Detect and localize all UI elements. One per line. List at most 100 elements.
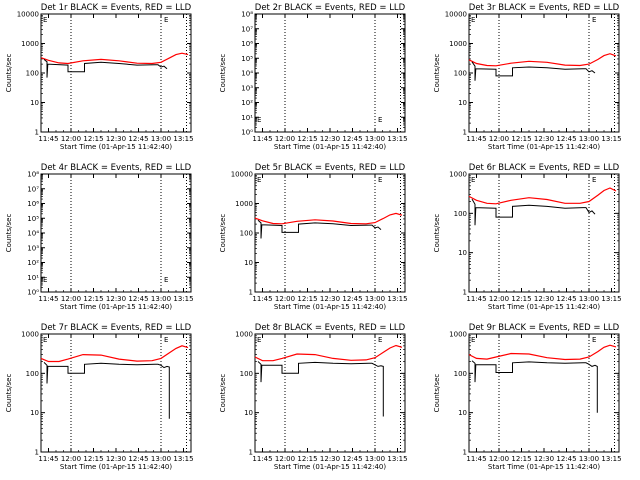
x-tick-label: 12:45 bbox=[128, 135, 148, 143]
events-series-line bbox=[43, 362, 170, 419]
x-tick-label: 12:15 bbox=[83, 295, 103, 303]
x-tick-label: 12:30 bbox=[106, 295, 126, 303]
y-tick-label: 1 bbox=[35, 129, 39, 137]
plot-frame bbox=[468, 333, 620, 453]
chart-panel-4: Det 4r BLACK = Events, RED = LLD 10⁰ 10¹ 10… bbox=[5, 163, 194, 311]
chart-panel-6: Det 6r BLACK = Events, RED = LLD 1 10 100 10… bbox=[433, 163, 622, 311]
x-tick-label: 12:30 bbox=[534, 455, 554, 463]
e-flag-marker: E bbox=[164, 16, 168, 24]
x-tick-label: 12:15 bbox=[83, 455, 103, 463]
x-tick-label: 12:45 bbox=[556, 455, 576, 463]
lld-series-line bbox=[254, 212, 403, 225]
y-axis-label: Counts/sec bbox=[5, 214, 13, 253]
chart-title: Det 6r BLACK = Events, RED = LLD bbox=[469, 163, 620, 173]
x-tick-label: 12:15 bbox=[511, 295, 531, 303]
chart-title: Det 3r BLACK = Events, RED = LLD bbox=[469, 3, 620, 13]
y-tick-label: 1000 bbox=[21, 40, 39, 48]
chart-panel-5: Det 5r BLACK = Events, RED = LLD 1 10 100 10… bbox=[219, 163, 408, 311]
x-tick-label: 13:00 bbox=[151, 455, 171, 463]
x-tick-label: 12:45 bbox=[342, 135, 362, 143]
x-axis-label: Start Time (01-Apr-15 11:42:40) bbox=[60, 303, 172, 311]
lld-series-line bbox=[254, 344, 403, 362]
x-tick-label: 12:30 bbox=[106, 455, 126, 463]
y-tick-label: 10⁷ bbox=[241, 25, 253, 33]
y-tick-label: 100 bbox=[26, 370, 39, 378]
x-tick-label: 12:15 bbox=[297, 455, 317, 463]
chart-panel-1: Det 1r BLACK = Events, RED = LLD 1 10 100 10… bbox=[5, 3, 194, 151]
y-tick-label: 10³ bbox=[27, 244, 39, 252]
y-tick-label: 10¹ bbox=[241, 114, 253, 122]
x-tick-label: 12:45 bbox=[342, 295, 362, 303]
events-series-line bbox=[471, 360, 598, 413]
x-tick-label: 11:45 bbox=[466, 295, 486, 303]
x-tick-label: 13:15 bbox=[173, 135, 193, 143]
chart-title: Det 4r BLACK = Events, RED = LLD bbox=[41, 163, 192, 173]
x-tick-label: 12:30 bbox=[320, 295, 340, 303]
x-tick-label: 13:00 bbox=[579, 295, 599, 303]
chart-title: Det 1r BLACK = Events, RED = LLD bbox=[41, 3, 192, 13]
x-tick-label: 12:30 bbox=[320, 455, 340, 463]
e-flag-marker: E bbox=[257, 336, 261, 344]
x-axis-label: Start Time (01-Apr-15 11:42:40) bbox=[488, 143, 600, 151]
y-tick-label: 1000 bbox=[449, 171, 467, 179]
x-tick-label: 11:45 bbox=[38, 295, 58, 303]
x-tick-label: 11:45 bbox=[466, 135, 486, 143]
y-tick-label: 10⁶ bbox=[27, 200, 39, 208]
chart-title: Det 9r BLACK = Events, RED = LLD bbox=[469, 323, 620, 333]
x-tick-label: 12:45 bbox=[556, 295, 576, 303]
y-axis-label: Counts/sec bbox=[433, 374, 441, 413]
lld-series-line bbox=[40, 52, 189, 65]
x-tick-label: 12:00 bbox=[489, 455, 509, 463]
y-tick-label: 10 bbox=[458, 249, 467, 257]
y-tick-label: 100 bbox=[240, 230, 253, 238]
chart-title: Det 2r BLACK = Events, RED = LLD bbox=[255, 3, 406, 13]
x-tick-label: 12:30 bbox=[320, 135, 340, 143]
lld-series-line bbox=[468, 344, 617, 361]
x-tick-label: 12:30 bbox=[534, 295, 554, 303]
y-axis-label: Counts/sec bbox=[433, 54, 441, 93]
plot-frame bbox=[468, 173, 620, 293]
chart-title: Det 5r BLACK = Events, RED = LLD bbox=[255, 163, 406, 173]
x-tick-label: 12:00 bbox=[489, 135, 509, 143]
x-tick-label: 13:15 bbox=[601, 295, 621, 303]
x-tick-label: 12:00 bbox=[275, 295, 295, 303]
plot-frame bbox=[254, 13, 406, 133]
x-tick-label: 12:15 bbox=[511, 135, 531, 143]
x-tick-label: 11:45 bbox=[38, 135, 58, 143]
y-tick-label: 10 bbox=[30, 409, 39, 417]
e-flag-marker: E bbox=[43, 16, 47, 24]
y-tick-label: 10⁸ bbox=[241, 11, 253, 19]
chart-panel-9: Det 9r BLACK = Events, RED = LLD 1 10 100 10… bbox=[433, 323, 622, 471]
chart-panel-7: Det 7r BLACK = Events, RED = LLD 1 10 100 10… bbox=[5, 323, 194, 471]
y-tick-label: 10⁸ bbox=[27, 171, 39, 179]
x-tick-label: 13:00 bbox=[151, 295, 171, 303]
plot-frame bbox=[40, 333, 192, 453]
x-axis-label: Start Time (01-Apr-15 11:42:40) bbox=[488, 303, 600, 311]
y-tick-label: 10⁷ bbox=[27, 185, 39, 193]
events-series-line bbox=[471, 61, 596, 81]
chart-title: Det 7r BLACK = Events, RED = LLD bbox=[41, 323, 192, 333]
chart-title: Det 8r BLACK = Events, RED = LLD bbox=[255, 323, 406, 333]
x-tick-label: 13:15 bbox=[387, 295, 407, 303]
x-tick-label: 11:45 bbox=[38, 455, 58, 463]
x-tick-label: 11:45 bbox=[466, 455, 486, 463]
y-tick-label: 10⁶ bbox=[241, 40, 253, 48]
x-tick-label: 12:30 bbox=[534, 135, 554, 143]
e-flag-marker: E bbox=[164, 336, 168, 344]
y-tick-label: 100 bbox=[26, 70, 39, 78]
events-series-line bbox=[257, 361, 384, 417]
y-tick-label: 10⁰ bbox=[241, 129, 253, 137]
events-series-line bbox=[471, 198, 596, 226]
x-tick-label: 13:00 bbox=[151, 135, 171, 143]
y-tick-label: 1 bbox=[463, 289, 467, 297]
x-tick-label: 12:00 bbox=[275, 135, 295, 143]
e-flag-marker: E bbox=[592, 336, 596, 344]
x-tick-label: 11:45 bbox=[252, 295, 272, 303]
y-tick-label: 1 bbox=[249, 449, 253, 457]
x-tick-label: 13:00 bbox=[365, 135, 385, 143]
y-tick-label: 10² bbox=[241, 99, 253, 107]
x-axis-label: Start Time (01-Apr-15 11:42:40) bbox=[274, 143, 386, 151]
y-tick-label: 10⁵ bbox=[241, 55, 253, 63]
e-flag-marker: E bbox=[378, 336, 382, 344]
